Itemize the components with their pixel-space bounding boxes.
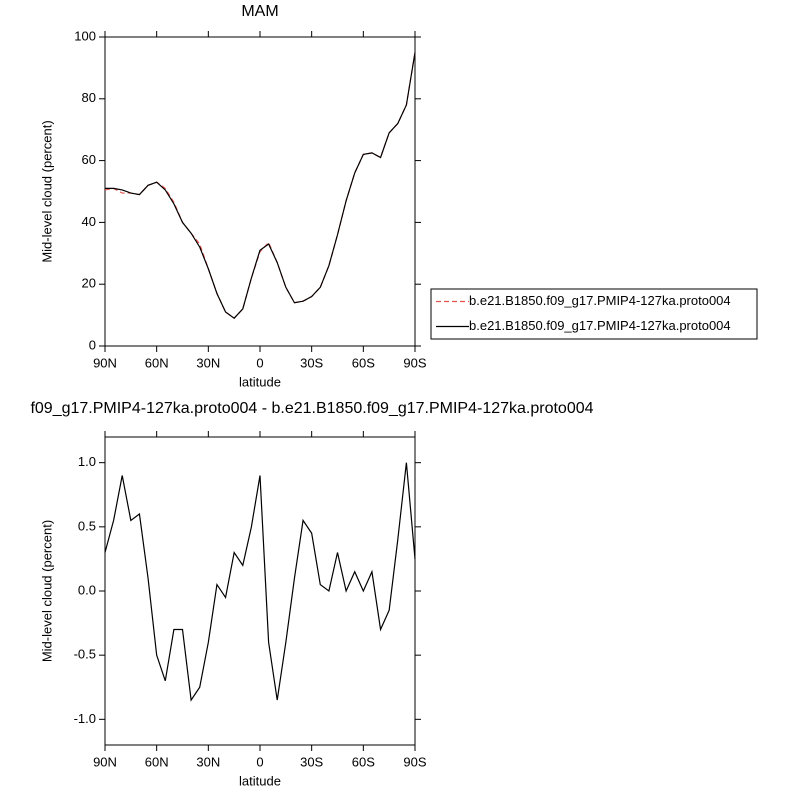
legend-label: b.e21.B1850.f09_g17.PMIP4-127ka.proto004 <box>469 293 731 308</box>
x-tick-label: 90N <box>93 754 117 769</box>
y-tick-label: 80 <box>82 90 96 105</box>
x-tick-label: 30S <box>300 355 323 370</box>
y-tick-label: -0.5 <box>74 647 96 662</box>
x-tick-label: 60S <box>352 355 375 370</box>
x-tick-label: 90S <box>403 355 426 370</box>
chart-title: MAM <box>241 3 278 20</box>
y-tick-label: 40 <box>82 214 96 229</box>
x-tick-label: 90N <box>93 355 117 370</box>
legend-box <box>430 288 758 340</box>
data-line <box>104 462 416 702</box>
x-tick-label: 0 <box>256 754 263 769</box>
y-tick-label: 0 <box>89 337 96 352</box>
x-tick-label: 60N <box>145 355 169 370</box>
x-tick-label: 30N <box>196 355 220 370</box>
x-axis-label: latitude <box>239 773 281 788</box>
x-tick-label: 60S <box>352 754 375 769</box>
legend: b.e21.B1850.f09_g17.PMIP4-127ka.proto004… <box>430 288 758 340</box>
x-tick-label: 90S <box>403 754 426 769</box>
x-axis-label: latitude <box>239 374 281 389</box>
y-tick-label: 20 <box>82 276 96 291</box>
x-tick-label: 60N <box>145 754 169 769</box>
y-tick-label: 100 <box>74 28 96 43</box>
y-tick-label: 0.5 <box>78 518 96 533</box>
y-tick-label: -1.0 <box>74 711 96 726</box>
y-tick-label: 1.0 <box>78 454 96 469</box>
x-tick-label: 30S <box>300 754 323 769</box>
chart-title: f09_g17.PMIP4-127ka.proto004 - b.e21.B18… <box>30 400 593 417</box>
y-axis-label: Mid-level cloud (percent) <box>39 120 54 262</box>
x-tick-label: 30N <box>196 754 220 769</box>
legend-label: b.e21.B1850.f09_g17.PMIP4-127ka.proto004 <box>469 318 731 333</box>
y-axis-label: Mid-level cloud (percent) <box>39 520 54 662</box>
y-tick-label: 60 <box>82 152 96 167</box>
data-line <box>104 52 416 319</box>
y-tick-label: 0.0 <box>78 582 96 597</box>
data-line <box>105 52 416 319</box>
plot-frame <box>104 36 416 347</box>
x-tick-label: 0 <box>256 355 263 370</box>
